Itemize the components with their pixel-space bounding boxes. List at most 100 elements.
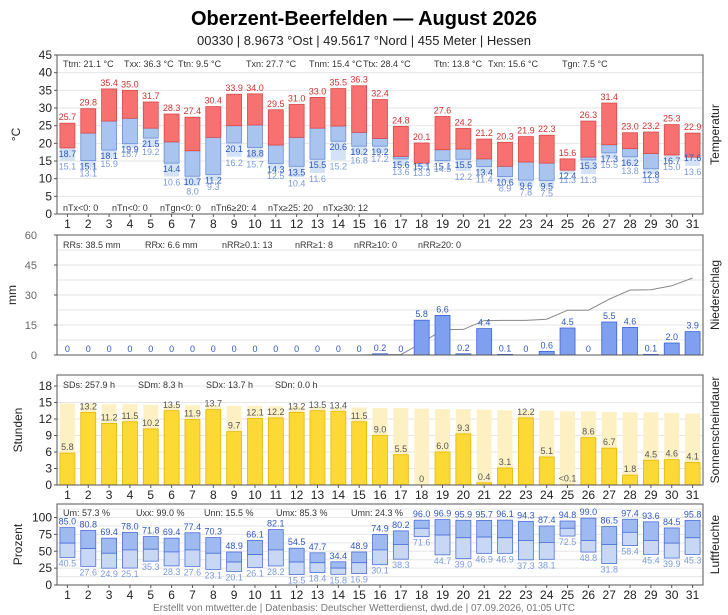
rain-label: 0.1 xyxy=(499,343,512,353)
rain-label: 0 xyxy=(211,344,216,354)
x-tick-label: 7 xyxy=(189,588,196,602)
umax-label: 54.5 xyxy=(288,537,306,547)
x-tick-label: 22 xyxy=(498,588,512,602)
sun-label: 13.2 xyxy=(288,401,306,411)
y-tick-label: 12 xyxy=(39,412,53,426)
y-tick-label: 10 xyxy=(39,172,53,186)
y-tick-label: 25 xyxy=(39,561,53,575)
humidity-upper-bar xyxy=(330,561,347,569)
umin-label: 20.1 xyxy=(225,572,243,582)
umin-label: 45.4 xyxy=(642,555,660,565)
x-tick-label: 1 xyxy=(64,588,71,602)
x-tick-label: 12 xyxy=(290,488,304,502)
umin-label: 37.3 xyxy=(517,561,535,571)
tmin-low-label: 16.2 xyxy=(225,158,243,168)
y-tick-label: 9 xyxy=(45,429,52,443)
y-tick-label: 0 xyxy=(45,578,52,592)
tmin-range-bar xyxy=(643,168,659,175)
x-tick-label: 17 xyxy=(394,488,408,502)
tmin-label: 19.9 xyxy=(121,145,139,155)
tmax-bar xyxy=(59,122,76,149)
tmin-range-bar xyxy=(59,147,75,161)
y-tick-label: 15 xyxy=(25,320,37,332)
stat-label: SDm: 8.3 h xyxy=(138,380,183,390)
panel-border xyxy=(56,234,704,356)
x-tick-label: 28 xyxy=(623,217,637,231)
y-tick-label: 20 xyxy=(39,136,53,150)
umin-label: 46.9 xyxy=(496,554,514,564)
x-tick-label: 30 xyxy=(665,588,679,602)
humidity-lower-bar xyxy=(80,548,97,567)
sun-bar xyxy=(330,410,347,486)
tmin-low-label: 11.3 xyxy=(580,175,597,185)
tmax-bar xyxy=(622,132,638,150)
stat-label: Um: 57.3 % xyxy=(63,508,110,518)
sun-label: 13.4 xyxy=(330,400,348,410)
stat-label: RRx: 6.6 mm xyxy=(145,240,198,250)
umax-label: 95.8 xyxy=(684,509,702,519)
humidity-lower-bar xyxy=(163,551,180,567)
tmax-label: 22.9 xyxy=(684,122,702,132)
x-tick-label: 10 xyxy=(248,217,262,231)
panel-frame: RRs: 38.5 mm RRx: 6.6 mm nRR≥0.1: 13 nRR≥1:… xyxy=(25,230,703,362)
tmax-bar xyxy=(455,128,472,150)
tmax-bar xyxy=(288,104,305,138)
x-tick-label: 22 xyxy=(498,217,512,231)
tmin-label: 18.8 xyxy=(246,149,264,159)
humidity-upper-bar xyxy=(267,529,284,551)
humidity-upper-bar xyxy=(517,520,534,541)
x-tick-label: 4 xyxy=(127,217,134,231)
tmax-label: 35.0 xyxy=(121,79,139,89)
umin-label: 18.4 xyxy=(309,574,327,584)
x-tick-label: 20 xyxy=(457,588,471,602)
tmax-bar xyxy=(80,108,97,134)
stat-label: Tgn: 7.5 °C xyxy=(562,59,608,69)
tmin-label: 12.4 xyxy=(559,171,577,181)
tmin-range-bar xyxy=(164,163,180,177)
sun-label: 1.8 xyxy=(624,464,637,474)
panel-border xyxy=(56,54,704,215)
tmin-range-bar xyxy=(664,154,680,161)
x-tick-label: 15 xyxy=(352,488,366,502)
umin-label: 26.1 xyxy=(246,568,264,578)
tmin-label: 16.7 xyxy=(663,156,681,166)
rain-label: 0 xyxy=(294,344,299,354)
tmin-label: 15.5 xyxy=(455,160,473,170)
x-tick-label: 21 xyxy=(478,588,492,602)
tmax-label: 24.2 xyxy=(455,117,473,127)
humidity-upper-bar xyxy=(413,519,430,529)
umin-label: 45.3 xyxy=(684,555,702,565)
tmin-range-bar xyxy=(580,159,596,175)
humidity-lower-bar xyxy=(205,552,222,570)
y-tick-label: 0 xyxy=(31,350,37,362)
tmax-label: 21.2 xyxy=(475,128,493,138)
rain-label: 0 xyxy=(148,344,153,354)
x-tick-label: 14 xyxy=(332,217,346,231)
rain-label: 0 xyxy=(190,344,195,354)
tmin-label: 18.1 xyxy=(100,151,118,161)
umin-label: 15.5 xyxy=(288,576,306,586)
tmax-bar xyxy=(163,113,180,143)
tmin-low-label: 9.3 xyxy=(207,182,220,192)
humidity-lower-bar xyxy=(372,549,388,566)
umax-label: 77.4 xyxy=(184,522,202,532)
y-tick-label: 15 xyxy=(39,154,53,168)
tmin-low-label: 8.9 xyxy=(499,184,512,194)
stat-label: RRs: 38.5 mm xyxy=(63,240,121,250)
sun-bar xyxy=(205,409,222,486)
stat-label: Ttn: 13.8 °C xyxy=(434,59,483,69)
umax-label: 85.0 xyxy=(59,517,77,527)
y-axis-label: Prozent xyxy=(11,523,25,565)
tmax-label: 33.0 xyxy=(309,86,327,96)
x-tick-label: 27 xyxy=(603,588,617,602)
tmin-bar xyxy=(538,162,555,181)
tmax-label: 35.5 xyxy=(330,78,348,88)
tmin-bar xyxy=(476,158,493,168)
sun-label: 6.0 xyxy=(436,441,449,451)
tmin-label: 12.8 xyxy=(642,170,660,180)
x-tick-label: 9 xyxy=(231,588,238,602)
humidity-lower-bar xyxy=(309,562,326,573)
sun-bar xyxy=(684,462,701,486)
tmax-label: 31.7 xyxy=(142,91,160,101)
tmin-label: 13.4 xyxy=(475,168,493,178)
